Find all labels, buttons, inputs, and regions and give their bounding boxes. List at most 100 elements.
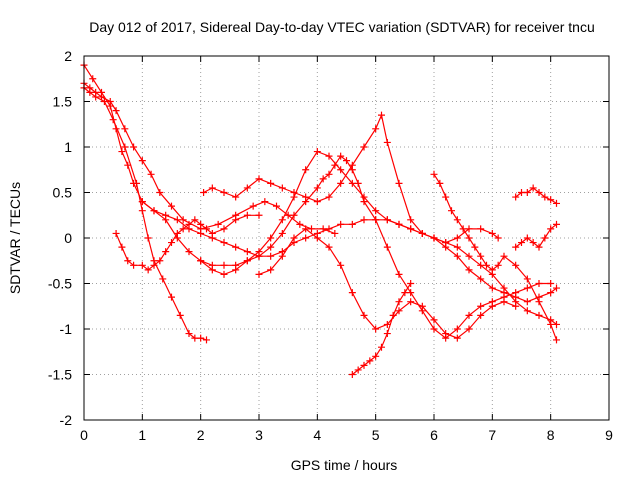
data-point bbox=[547, 320, 555, 328]
data-point bbox=[118, 148, 126, 156]
data-point bbox=[500, 298, 508, 306]
data-point bbox=[150, 207, 158, 215]
data-point bbox=[348, 289, 356, 297]
data-point bbox=[112, 107, 120, 115]
data-point bbox=[535, 189, 543, 196]
data-point bbox=[124, 257, 132, 265]
data-point bbox=[418, 302, 426, 310]
data-point bbox=[512, 261, 520, 269]
data-point bbox=[547, 225, 555, 233]
data-point bbox=[512, 302, 520, 310]
data-point bbox=[453, 243, 461, 251]
data-point bbox=[488, 284, 496, 292]
data-point bbox=[535, 280, 543, 287]
data-point bbox=[278, 229, 286, 237]
data-point bbox=[273, 202, 280, 210]
chart-title: Day 012 of 2017, Sidereal Day-to-day VTE… bbox=[89, 19, 595, 35]
data-point bbox=[232, 261, 240, 269]
data-point bbox=[512, 289, 520, 297]
series-arc-10 bbox=[430, 170, 560, 344]
data-point bbox=[477, 275, 485, 283]
data-point bbox=[92, 93, 100, 101]
series-arc-9 bbox=[348, 280, 415, 378]
data-point bbox=[459, 225, 467, 233]
data-point bbox=[325, 152, 333, 160]
data-point bbox=[541, 234, 549, 242]
x-tick-label: 3 bbox=[255, 427, 263, 443]
data-point bbox=[168, 293, 175, 301]
data-point bbox=[395, 307, 403, 315]
y-tick-label: -0.5 bbox=[48, 276, 72, 292]
data-point bbox=[523, 234, 531, 242]
data-point bbox=[343, 157, 350, 165]
data-point bbox=[477, 252, 485, 260]
y-axis-label: SDTVAR / TECUs bbox=[7, 182, 23, 294]
y-tick-label: -1.5 bbox=[48, 367, 72, 383]
data-point bbox=[109, 116, 117, 124]
data-point bbox=[512, 243, 520, 251]
data-point bbox=[121, 143, 129, 151]
data-point bbox=[453, 252, 461, 260]
data-point bbox=[173, 234, 181, 242]
data-point bbox=[208, 184, 216, 192]
y-tick-label: 2 bbox=[64, 48, 72, 64]
x-tick-label: 1 bbox=[138, 427, 146, 443]
data-point bbox=[553, 220, 560, 228]
x-tick-label: 0 bbox=[80, 427, 88, 443]
data-point bbox=[518, 239, 525, 247]
data-point bbox=[465, 234, 473, 242]
series-arc-7 bbox=[197, 152, 555, 342]
data-point bbox=[106, 102, 114, 110]
data-point bbox=[243, 184, 251, 192]
data-point bbox=[255, 252, 263, 260]
data-point bbox=[383, 138, 391, 146]
series-trace bbox=[83, 82, 336, 235]
data-point bbox=[348, 371, 356, 378]
data-point bbox=[383, 216, 391, 224]
data-point bbox=[442, 193, 450, 201]
data-point bbox=[185, 220, 193, 228]
series-arc-12 bbox=[512, 220, 560, 251]
data-point bbox=[477, 311, 485, 319]
data-point bbox=[232, 216, 240, 224]
data-point bbox=[220, 270, 228, 278]
data-point bbox=[553, 336, 560, 344]
data-point bbox=[325, 193, 333, 201]
data-point bbox=[523, 275, 531, 283]
data-point bbox=[197, 257, 205, 265]
data-point bbox=[354, 179, 362, 187]
data-point bbox=[547, 196, 555, 204]
data-point bbox=[176, 311, 184, 319]
data-point bbox=[483, 261, 490, 269]
data-point bbox=[86, 88, 94, 96]
series-trace bbox=[515, 223, 557, 248]
data-point bbox=[348, 179, 356, 187]
y-tick-label: 0.5 bbox=[53, 185, 73, 201]
data-point bbox=[144, 234, 152, 242]
data-point bbox=[185, 330, 193, 338]
data-point bbox=[547, 280, 555, 287]
data-point bbox=[302, 234, 310, 242]
data-point bbox=[395, 270, 403, 278]
data-point bbox=[98, 88, 105, 96]
data-point bbox=[465, 252, 473, 260]
series-arc-6 bbox=[138, 148, 560, 306]
data-point bbox=[156, 257, 164, 265]
series-trace bbox=[203, 113, 499, 244]
data-point bbox=[325, 225, 333, 233]
series-arc-8 bbox=[255, 225, 520, 342]
data-point bbox=[121, 125, 129, 133]
data-point bbox=[337, 220, 345, 228]
data-point bbox=[290, 193, 298, 201]
data-point bbox=[243, 257, 251, 265]
data-point bbox=[407, 298, 415, 306]
data-point bbox=[465, 266, 473, 274]
data-point bbox=[541, 193, 549, 201]
data-point bbox=[261, 198, 269, 206]
data-point bbox=[313, 198, 321, 206]
data-point bbox=[89, 75, 97, 83]
data-point bbox=[372, 125, 380, 133]
data-point bbox=[523, 284, 531, 292]
data-point bbox=[243, 248, 251, 256]
